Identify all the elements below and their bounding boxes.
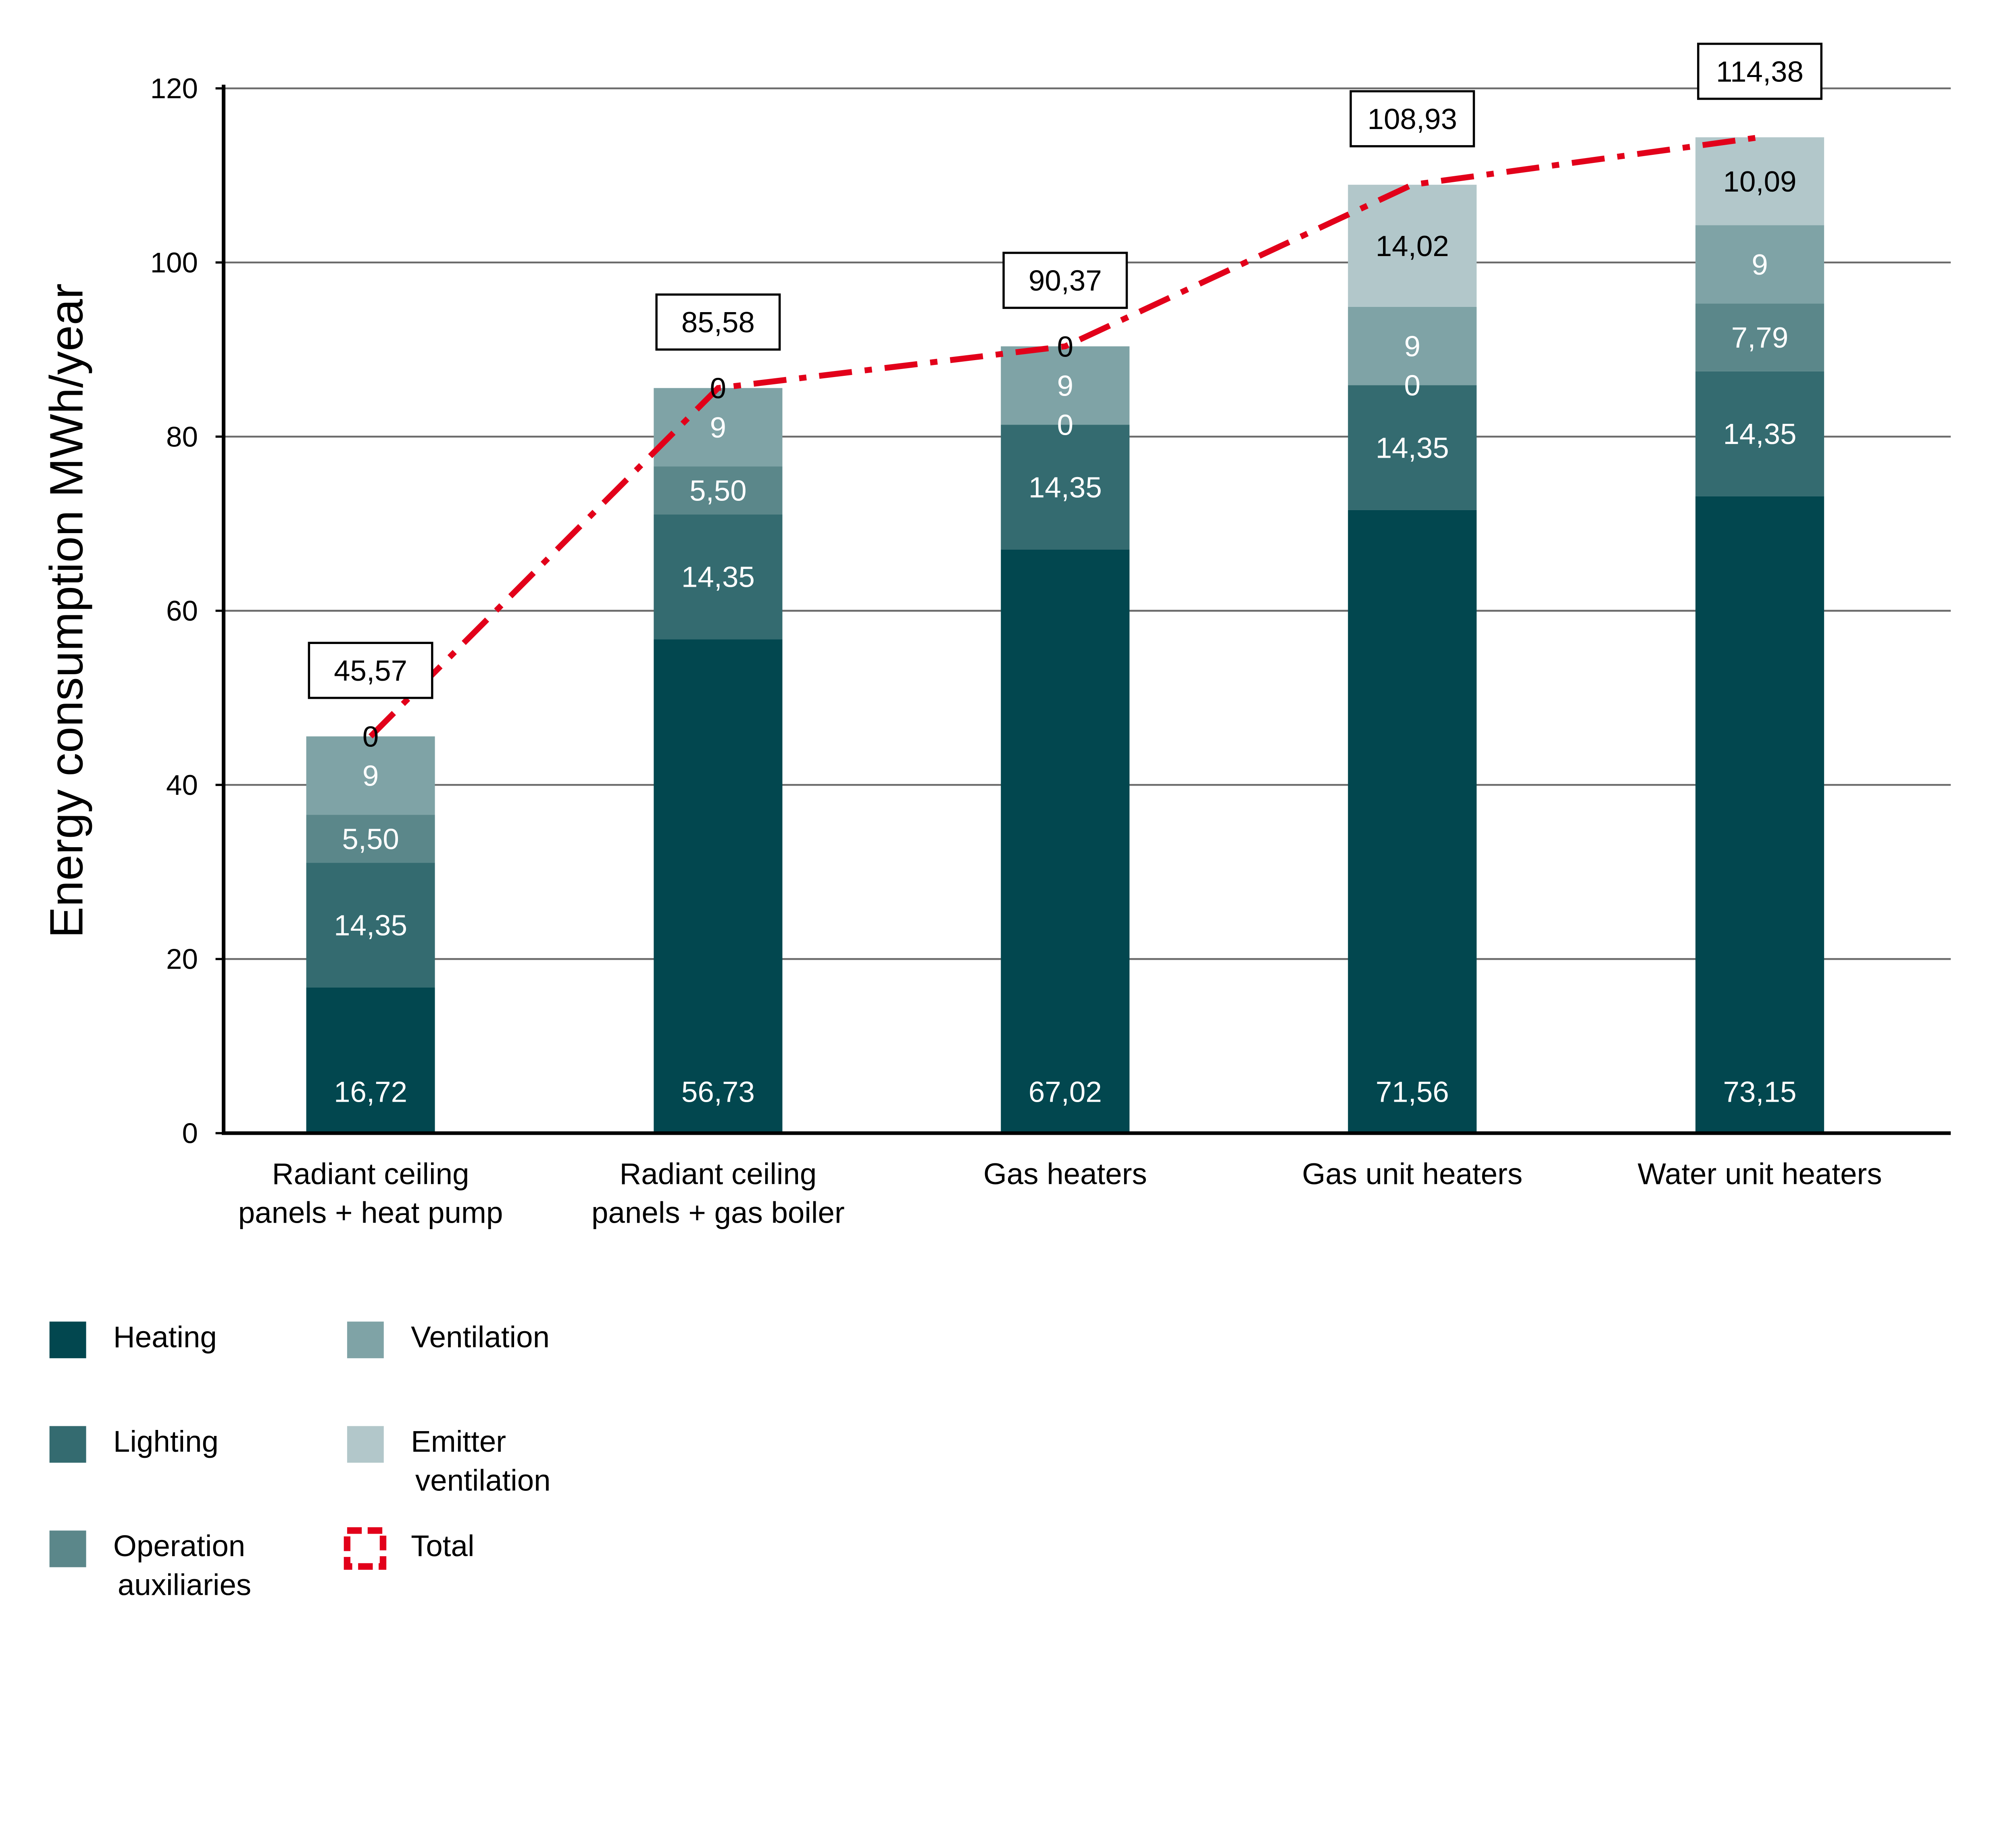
bar-segment-heating (1695, 496, 1824, 1133)
total-label: 108,93 (1368, 103, 1457, 135)
bar-segment-lighting (1348, 385, 1477, 510)
data-label: 9 (1057, 369, 1073, 402)
total-label: 114,38 (1716, 55, 1804, 88)
bar-segment-lighting (1001, 425, 1130, 550)
data-label: 56,73 (681, 1076, 755, 1109)
data-label: 0 (1404, 369, 1420, 402)
y-tick-label: 20 (166, 944, 198, 975)
data-label: 10,09 (1723, 165, 1797, 198)
data-label: 14,35 (334, 909, 407, 942)
data-label: 67,02 (1029, 1076, 1102, 1109)
bar-segment-operation-auxiliaries (306, 815, 435, 863)
x-category-label: Radiant ceiling (272, 1157, 469, 1190)
total-label: 85,58 (681, 306, 755, 339)
data-label: 9 (1752, 248, 1768, 281)
data-label: 9 (362, 760, 379, 792)
legend-label: Ventilation (411, 1320, 550, 1354)
y-tick-label: 0 (182, 1118, 198, 1150)
legend-label: auxiliaries (118, 1568, 251, 1601)
y-tick-label: 120 (150, 73, 198, 105)
data-label: 14,35 (1376, 431, 1449, 464)
legend-swatch-operation (49, 1530, 86, 1567)
total-label-box (1350, 90, 1475, 148)
data-label: 9 (710, 411, 726, 444)
total-label-box (1002, 252, 1128, 309)
data-label: 71,56 (1376, 1076, 1449, 1109)
data-label: 0 (710, 372, 726, 405)
data-label: 5,50 (689, 474, 747, 507)
bar-segment-heating (306, 988, 435, 1133)
legend-swatch-total (344, 1527, 387, 1570)
bar-segment-lighting (1695, 371, 1824, 496)
x-category-label: Gas heaters (983, 1157, 1147, 1190)
data-label: 5,50 (342, 823, 399, 855)
data-label: 14,02 (1376, 230, 1449, 263)
x-category-label: Radiant ceiling (619, 1157, 816, 1190)
bar-segment-heating (1348, 510, 1477, 1133)
bar-segment-ventilation (306, 736, 435, 815)
data-label: 14,35 (1723, 418, 1797, 450)
bar-segment-lighting (654, 514, 783, 640)
y-tick-label: 100 (150, 247, 198, 279)
y-tick-label: 80 (166, 421, 198, 453)
data-label: 14,35 (1029, 471, 1102, 504)
legend-label: Total (411, 1529, 474, 1563)
legend-swatch-heating (49, 1321, 86, 1359)
y-tick-label: 40 (166, 769, 198, 801)
bar-segment-ventilation (1348, 306, 1477, 386)
legend-label: Heating (113, 1320, 217, 1354)
bar-segment-heating (1001, 549, 1130, 1133)
data-label: 73,15 (1723, 1076, 1797, 1109)
x-category-label: panels + heat pump (238, 1196, 503, 1230)
total-label: 90,37 (1029, 265, 1102, 297)
data-label: 7,79 (1731, 321, 1789, 354)
legend-swatch-ventilation (347, 1321, 384, 1359)
legend-label: ventilation (415, 1463, 551, 1497)
bar-segment-emitter-ventilation (1695, 137, 1824, 225)
data-label: 14,35 (681, 561, 755, 594)
legend-swatch-emitter (347, 1426, 384, 1463)
bars (306, 137, 1824, 1133)
data-label: 0 (362, 721, 379, 753)
bar-segment-lighting (306, 863, 435, 988)
data-labels: 16,72 14,35 5,50 9 0 56,73 14,35 5,50 9 0 67,02 14,… (334, 165, 1796, 1109)
y-tick-label: 60 (166, 595, 198, 627)
legend-label: Operation (113, 1529, 245, 1563)
total-label-box (308, 642, 433, 699)
data-label: 0 (1057, 409, 1073, 442)
bar-segment-heating (654, 639, 783, 1133)
total-label: 45,57 (334, 654, 407, 687)
legend-label: Emitter (411, 1425, 506, 1458)
bar-segment-operation-auxiliaries (654, 466, 783, 515)
bar-segment-ventilation (1695, 225, 1824, 304)
x-category-label: panels + gas boiler (591, 1196, 845, 1230)
legend-label: Lighting (113, 1425, 219, 1458)
bar-segment-emitter-ventilation (1348, 185, 1477, 307)
x-category-label: Water unit heaters (1637, 1157, 1882, 1190)
legend: Heating Lighting Operation auxiliaries Venti… (49, 1320, 551, 1601)
total-label-box (1697, 42, 1822, 100)
data-label: 0 (1057, 330, 1073, 363)
legend-swatch-lighting (49, 1426, 86, 1463)
y-axis-title: Energy consumption MWh/year (40, 283, 93, 938)
stacked-bar-chart: 0 20 40 60 80 100 120 Radiant ceiling panels + h… (40, 42, 1951, 1601)
axes: 0 20 40 60 80 100 120 Radiant ceiling panels + h… (150, 73, 1951, 1230)
x-category-label: Gas unit heaters (1302, 1157, 1522, 1190)
total-line (368, 134, 1760, 739)
bar-segment-ventilation (1001, 346, 1130, 425)
total-line-group: 45,57 85,58 90,37 108,93 114,38 (308, 42, 1822, 739)
bar-segment-ventilation (654, 388, 783, 467)
data-label: 9 (1404, 330, 1420, 363)
data-label: 16,72 (334, 1076, 407, 1109)
bar-segment-operation-auxiliaries (1695, 303, 1824, 371)
total-label-box (655, 293, 781, 351)
